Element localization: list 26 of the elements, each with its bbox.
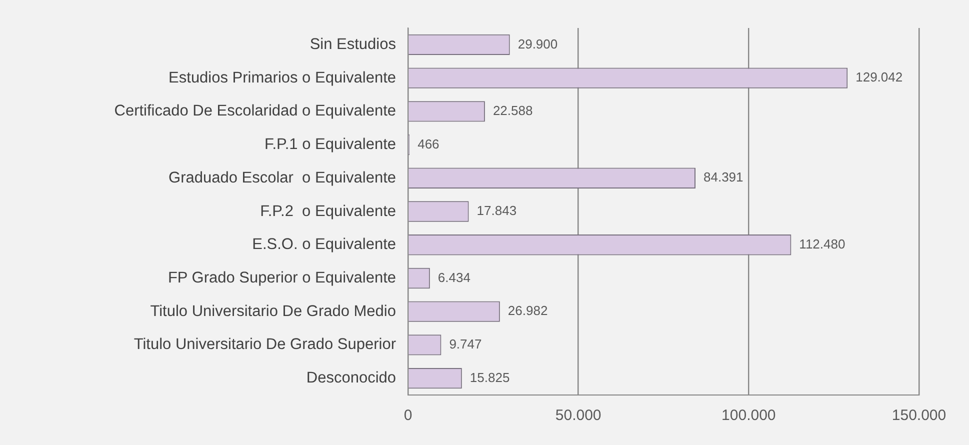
data-label: 9.747 bbox=[449, 336, 482, 352]
data-label: 29.900 bbox=[518, 36, 558, 52]
data-label: 112.480 bbox=[799, 236, 846, 252]
data-label: 15.825 bbox=[470, 370, 510, 385]
x-tick-label: 0 bbox=[404, 407, 412, 424]
data-label: 17.843 bbox=[476, 203, 517, 218]
data-label: 466 bbox=[418, 136, 440, 152]
y-tick-label: Desconocido bbox=[306, 370, 396, 387]
data-label: 84.391 bbox=[703, 170, 744, 185]
y-tick-label: Graduado Escolar o Equivalente bbox=[168, 169, 396, 186]
y-tick-label: F.P.1 o Equivalente bbox=[264, 136, 396, 154]
x-tick-label: 50.000 bbox=[555, 407, 602, 424]
x-tick-label: 100.000 bbox=[722, 407, 776, 424]
y-tick-label: Certificado De Escolaridad o Equivalente bbox=[114, 102, 396, 120]
y-tick-label: Sin Estudios bbox=[310, 36, 396, 53]
data-label: 22.588 bbox=[492, 102, 533, 118]
y-tick-label: FP Grado Superior o Equivalente bbox=[168, 270, 396, 287]
data-label: 6.434 bbox=[438, 270, 470, 285]
y-tick-label: Estudios Primarios o Equivalente bbox=[168, 69, 396, 86]
x-tick-label: 150.000 bbox=[892, 407, 946, 424]
y-tick-label: E.S.O. o Equivalente bbox=[252, 236, 396, 254]
y-tick-label: F.P.2 o Equivalente bbox=[260, 202, 396, 220]
y-tick-label: Titulo Universitario De Grado Medio bbox=[150, 302, 396, 320]
y-tick-label: Titulo Universitario De Grado Superior bbox=[134, 336, 396, 354]
data-label: 129.042 bbox=[856, 70, 903, 85]
data-label: 26.982 bbox=[508, 303, 548, 318]
